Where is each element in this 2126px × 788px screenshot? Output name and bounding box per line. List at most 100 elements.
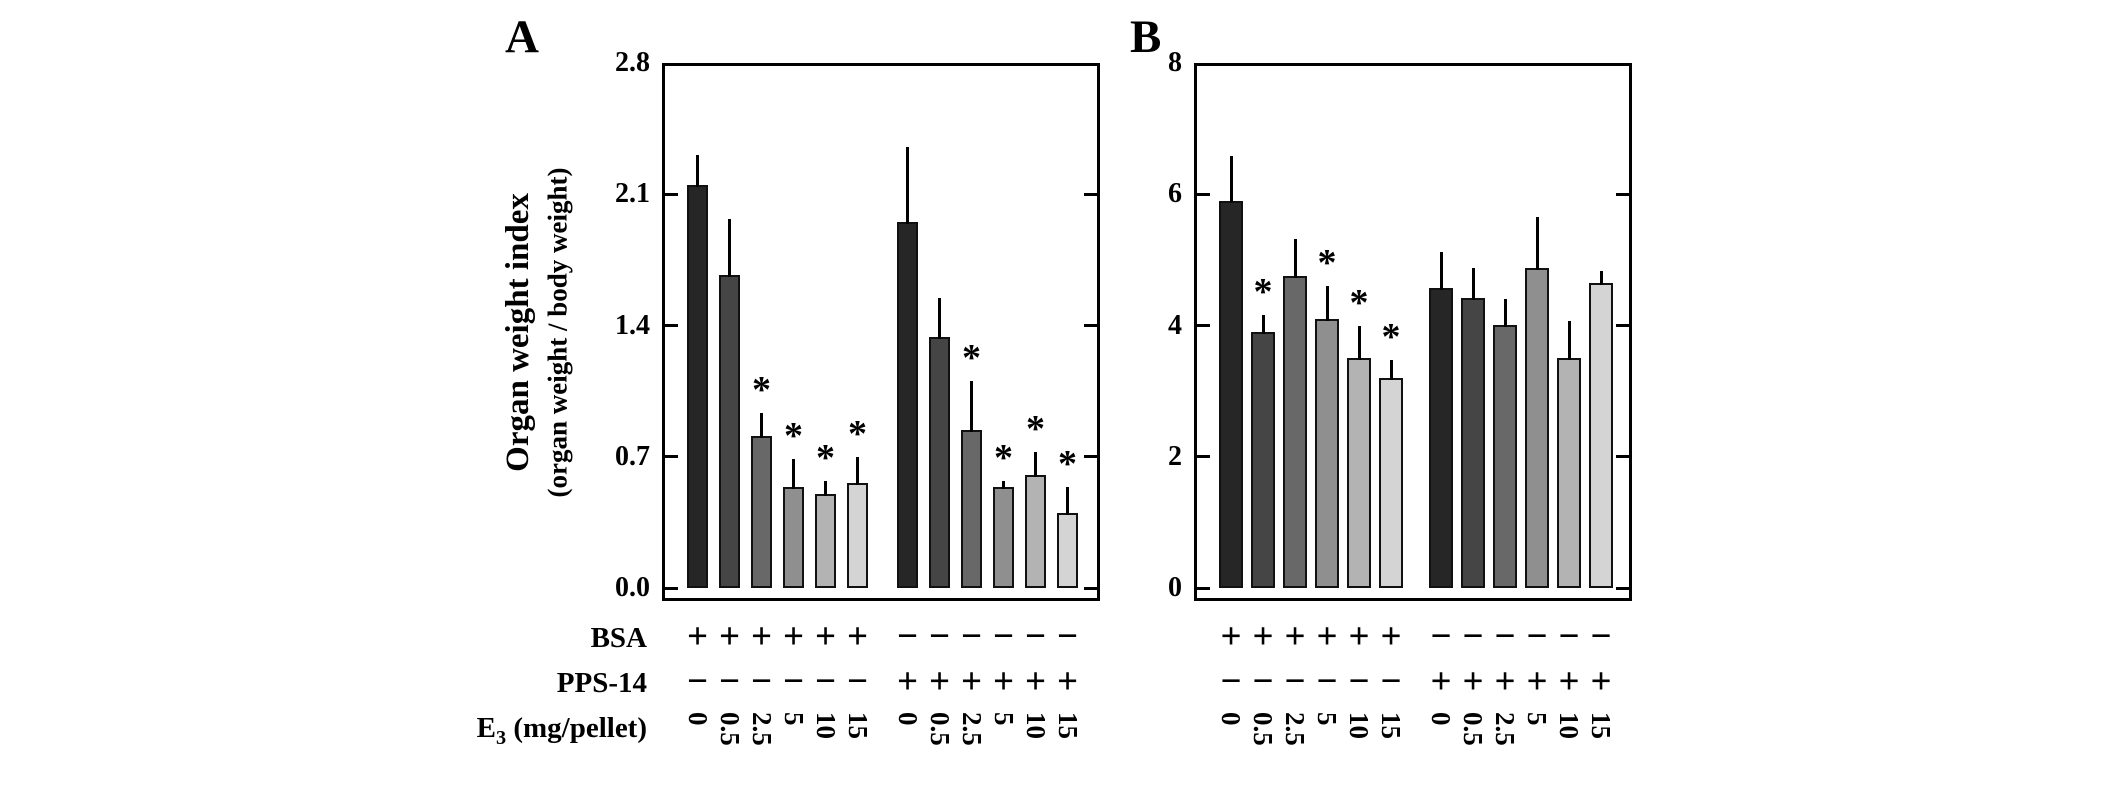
y-axis-tick [1197, 192, 1210, 196]
error-bar [970, 381, 973, 432]
bsa-sign: − [1024, 616, 1047, 657]
bsa-sign: + [1220, 616, 1242, 657]
e3-dose-label: 0.5 [1458, 712, 1488, 746]
e3-dose-label: 10 [1344, 712, 1374, 739]
y-axis-tick [1084, 455, 1097, 459]
bar-A-g1-dose-5 [783, 487, 804, 588]
y-tick-label: 8 [1168, 47, 1182, 78]
e3-row-label: E3 (mg/pellet) [476, 712, 647, 749]
error-bar [1229, 156, 1233, 203]
pps14-sign: + [1024, 661, 1047, 702]
e3-dose-label: 0 [1216, 712, 1246, 726]
bsa-sign: + [686, 616, 709, 657]
error-bar [1261, 315, 1265, 334]
error-bar [1567, 321, 1571, 360]
pps14-row-label: PPS-14 [556, 667, 647, 699]
bar-B-g2-dose-5 [1525, 268, 1549, 588]
bsa-sign: + [846, 616, 869, 657]
bsa-sign: + [1348, 616, 1370, 657]
bar-A-g2-dose-0 [897, 222, 918, 588]
pps14-sign: − [750, 661, 773, 702]
bsa-sign: + [1316, 616, 1338, 657]
pps14-sign: − [1316, 661, 1338, 702]
pps14-sign: + [1590, 661, 1612, 702]
error-bar [1034, 452, 1037, 477]
y-tick-label: 2.8 [615, 47, 650, 78]
bar-B-g2-dose-0.5 [1461, 298, 1485, 588]
e3-dose-label: 2.5 [1280, 712, 1310, 746]
pps14-sign: − [1220, 661, 1242, 702]
error-bar [1357, 326, 1361, 360]
error-bar [728, 219, 731, 277]
y-axis-tick [1084, 192, 1097, 196]
y-tick-label: 0 [1168, 572, 1182, 603]
error-bar [938, 298, 941, 339]
significance-asterisk: * [848, 413, 867, 455]
e3-dose-label: 0.5 [1248, 712, 1278, 746]
pps14-sign: + [1526, 661, 1548, 702]
error-bar [856, 457, 859, 485]
pps14-sign: + [928, 661, 951, 702]
pps14-sign: − [718, 661, 741, 702]
e3-dose-label: 10 [810, 712, 841, 739]
e3-dose-label: 0 [1426, 712, 1456, 726]
bar-A-g1-dose-15 [847, 483, 868, 588]
pps14-sign: + [960, 661, 983, 702]
panel-a-label: A [505, 11, 539, 63]
e3-dose-label: 5 [778, 712, 809, 726]
pps14-sign: − [1348, 661, 1370, 702]
e3-dose-label: 0.5 [924, 712, 955, 746]
bar-B-g1-dose-0 [1219, 201, 1243, 588]
y-axis-tick [665, 586, 678, 590]
significance-asterisk: * [1058, 443, 1077, 485]
bsa-sign: − [1494, 616, 1516, 657]
significance-asterisk: * [1253, 271, 1273, 313]
e3-dose-label: 10 [1020, 712, 1051, 739]
error-bar [1325, 286, 1329, 321]
y-axis-tick [665, 455, 678, 459]
y-tick-label: 4 [1168, 309, 1182, 341]
bsa-sign: − [1590, 616, 1612, 657]
e3-dose-label: 2.5 [746, 712, 777, 746]
y-tick-label: 2 [1168, 440, 1182, 472]
pps14-sign: − [846, 661, 869, 702]
bar-A-g2-dose-0.5 [929, 337, 950, 588]
y-axis-tick [1197, 586, 1210, 590]
error-bar [1439, 252, 1443, 290]
e3-dose-label: 0 [682, 712, 713, 726]
significance-asterisk: * [784, 415, 803, 457]
y-axis-subtitle-text: (organ weight / body weight) [542, 167, 573, 497]
bar-A-g2-dose-5 [993, 487, 1014, 588]
pps14-sign: − [686, 661, 709, 702]
y-axis-tick [665, 324, 678, 327]
error-bar [1471, 268, 1475, 300]
e3-dose-label: 15 [1376, 712, 1406, 739]
significance-asterisk: * [1317, 242, 1337, 284]
y-axis-tick [1616, 455, 1629, 459]
y-axis-tick [1616, 586, 1629, 590]
pps14-sign: − [782, 661, 805, 702]
significance-asterisk: * [752, 369, 771, 411]
y-axis-tick [1616, 324, 1629, 327]
pps14-sign: − [1284, 661, 1306, 702]
y-tick-label: 2.1 [615, 178, 650, 210]
e3-dose-label: 0 [892, 712, 923, 726]
pps14-sign: − [1380, 661, 1402, 702]
bar-B-g2-dose-15 [1589, 283, 1613, 588]
pps14-sign: + [1558, 661, 1580, 702]
bar-B-g1-dose-15 [1379, 378, 1403, 588]
e3-dose-label: 5 [988, 712, 1019, 726]
bsa-sign: + [1284, 616, 1306, 657]
error-bar [1389, 360, 1393, 380]
y-tick-label: 0.7 [615, 440, 650, 472]
bar-B-g2-dose-0 [1429, 288, 1453, 588]
y-axis-tick [1616, 192, 1629, 196]
e3-dose-label: 2.5 [956, 712, 987, 746]
pps14-sign: + [992, 661, 1015, 702]
error-bar [696, 155, 699, 187]
panel-a-plot-area: * * * * * * * * [662, 63, 1100, 601]
e3-dose-label: 5 [1522, 712, 1552, 726]
y-axis-tick [1197, 324, 1210, 327]
e3-dose-label: 0.5 [714, 712, 745, 746]
